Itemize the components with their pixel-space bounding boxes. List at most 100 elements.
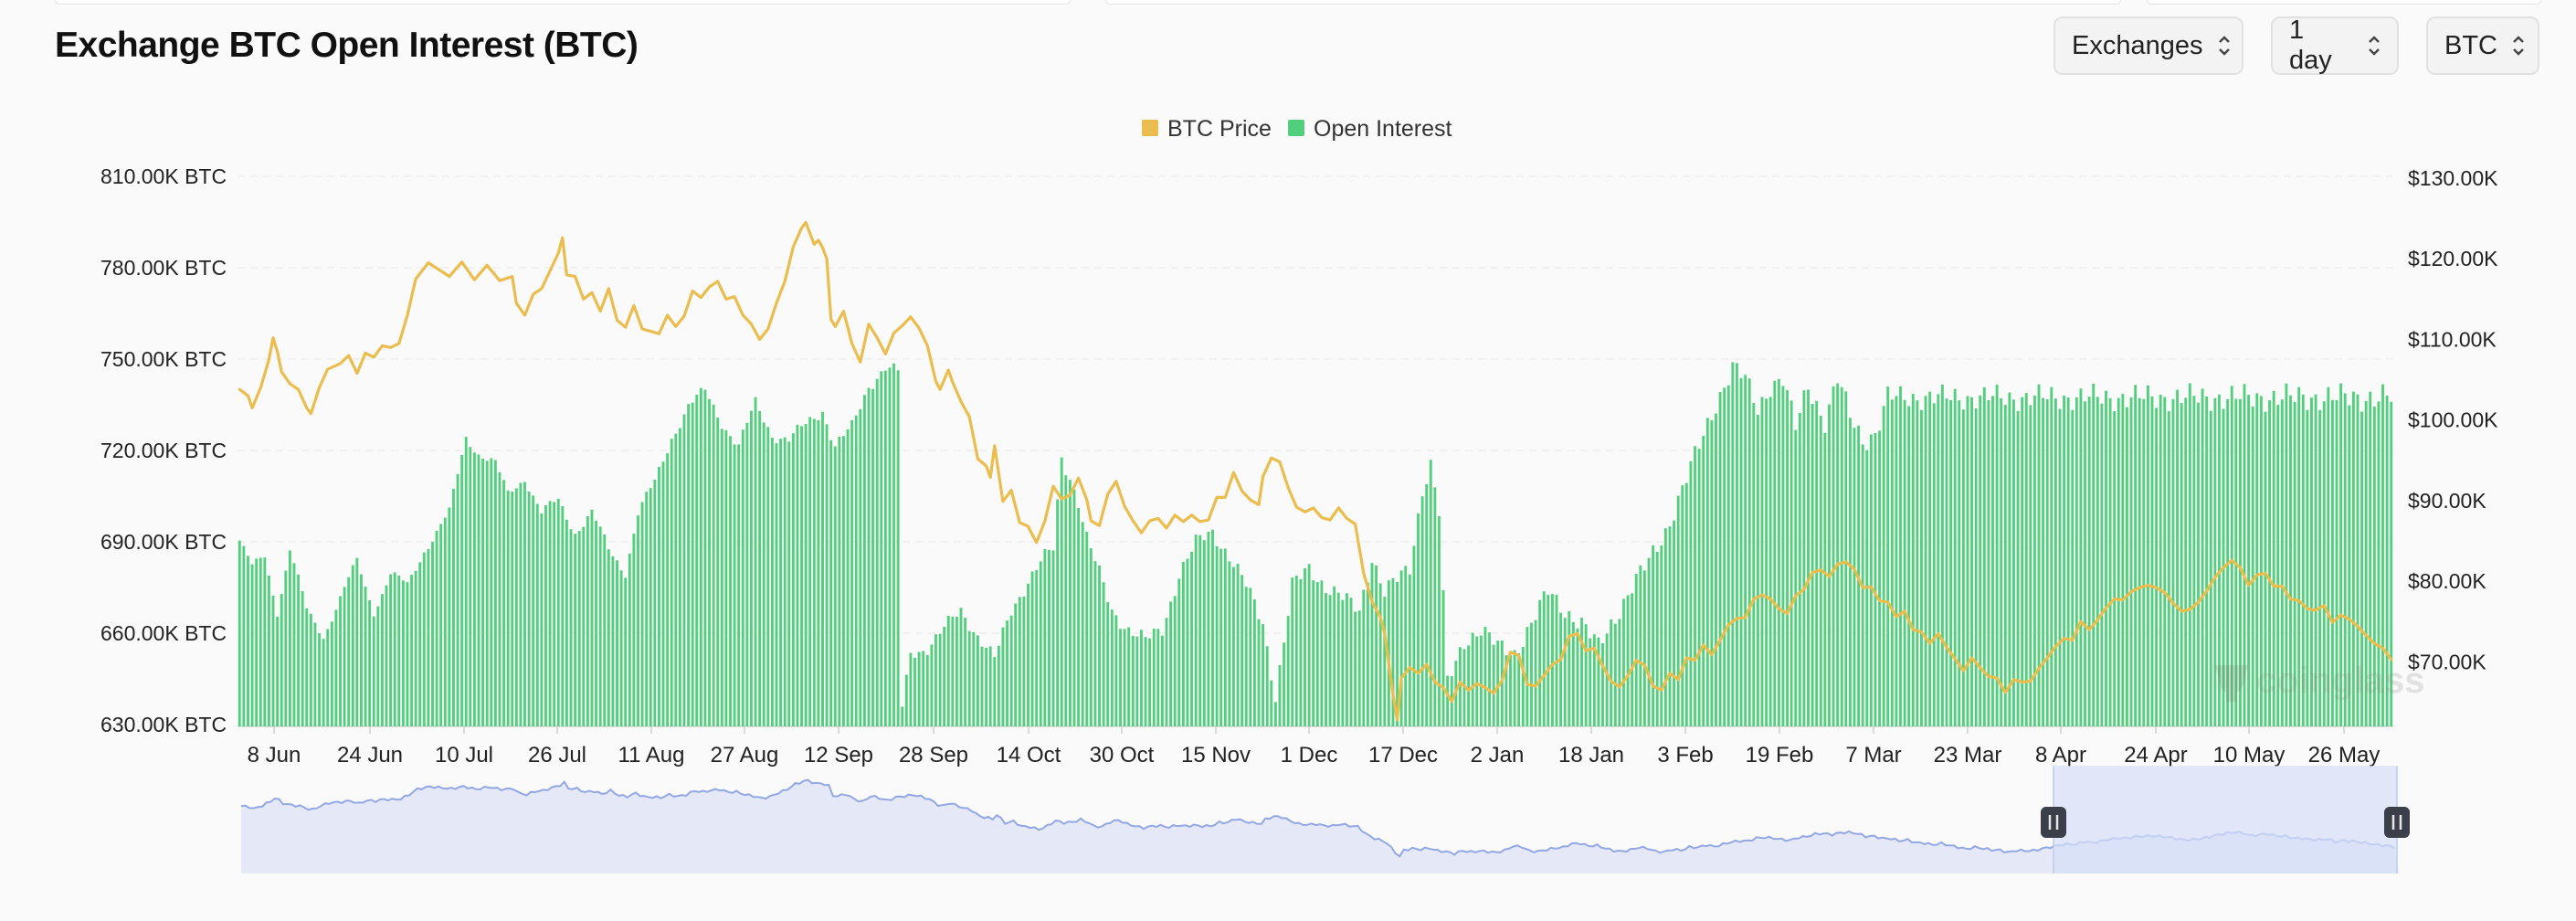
open-interest-bar: [976, 635, 979, 726]
x-tick-label: 10 May: [2213, 743, 2286, 768]
open-interest-bar: [943, 627, 946, 726]
open-interest-bar: [2385, 395, 2389, 726]
open-interest-bar: [1521, 647, 1525, 726]
open-interest-bar: [1715, 413, 1717, 726]
open-interest-bar: [2142, 398, 2146, 726]
open-interest-bar: [2314, 394, 2317, 726]
open-interest-bar: [775, 442, 778, 726]
open-interest-bar: [1718, 392, 1722, 726]
open-interest-bar: [1500, 640, 1504, 726]
open-interest-bar: [825, 424, 829, 726]
open-interest-bar: [1265, 646, 1269, 726]
open-interest-bar: [2243, 384, 2246, 726]
open-interest-bar: [2134, 385, 2138, 726]
open-interest-bar: [1294, 576, 1298, 726]
open-interest-bar: [2033, 395, 2036, 726]
open-interest-bar: [1378, 583, 1382, 726]
open-interest-bar: [1626, 595, 1630, 726]
open-interest-bar: [1399, 570, 1403, 726]
open-interest-bar: [829, 439, 833, 726]
open-interest-bar: [1219, 548, 1223, 726]
y-right-tick-label: $120.00K: [2408, 247, 2498, 270]
navigator-handle[interactable]: [2384, 807, 2410, 838]
open-interest-bar: [758, 410, 762, 726]
open-interest-bar: [2238, 398, 2242, 726]
x-tick-label: 19 Feb: [1746, 743, 1814, 768]
x-tick-label: 8 Apr: [2035, 743, 2086, 768]
open-interest-bar: [980, 646, 984, 726]
open-interest-bar: [561, 506, 565, 726]
open-interest-bar: [1966, 396, 1969, 726]
open-interest-bar: [1479, 635, 1483, 726]
open-interest-bar: [1840, 386, 1843, 726]
exchanges-select[interactable]: Exchanges: [2053, 16, 2243, 75]
x-tick-label: 12 Sep: [804, 743, 873, 768]
navigator-handle[interactable]: [2041, 807, 2066, 838]
open-interest-bar: [456, 473, 459, 726]
open-interest-bar: [268, 575, 270, 726]
interval-select[interactable]: 1 day: [2271, 16, 2399, 75]
open-interest-bar: [1974, 408, 1978, 726]
open-interest-bar: [389, 574, 393, 726]
open-interest-bar: [712, 404, 715, 726]
open-interest-bar: [988, 646, 992, 726]
legend[interactable]: BTC Price Open Interest: [1142, 116, 1452, 142]
open-interest-bar: [846, 429, 850, 726]
open-interest-bar: [2180, 403, 2183, 726]
open-interest-bar: [1811, 404, 1814, 726]
open-interest-bar: [1064, 475, 1068, 726]
open-interest-bar: [1916, 400, 1919, 726]
open-interest-bar: [1802, 390, 1806, 726]
unit-select[interactable]: BTC: [2426, 16, 2539, 75]
open-interest-bar: [678, 428, 681, 726]
open-interest-bar: [2105, 390, 2107, 726]
y-left-tick-label: 750.00K BTC: [100, 347, 227, 371]
open-interest-bar: [1786, 390, 1789, 726]
open-interest-bar: [485, 460, 489, 726]
open-interest-bar: [439, 524, 443, 726]
open-interest-bar: [532, 495, 535, 726]
open-interest-bar: [427, 548, 430, 726]
open-interest-bar: [1299, 578, 1303, 726]
open-interest-bar: [1412, 545, 1416, 726]
open-interest-bar: [967, 630, 971, 726]
open-interest-bar: [498, 471, 501, 726]
open-interest-bar: [1022, 596, 1026, 726]
open-interest-bar: [1815, 400, 1819, 726]
x-tick-label: 10 Jul: [435, 743, 493, 768]
open-interest-bar: [670, 439, 673, 726]
open-interest-bar: [1051, 550, 1055, 726]
open-interest-bar: [2335, 399, 2338, 726]
open-interest-bar: [1798, 412, 1801, 726]
open-interest-bar: [1441, 589, 1445, 726]
open-interest-bar: [506, 490, 510, 726]
open-interest-bar: [1420, 496, 1424, 726]
open-interest-bar: [1542, 591, 1546, 726]
open-interest-bar: [1655, 551, 1659, 726]
open-interest-bar: [1807, 389, 1810, 726]
y-left-tick-label: 630.00K BTC: [100, 713, 227, 736]
open-interest-bar: [1760, 397, 1764, 726]
navigator[interactable]: [240, 766, 2410, 873]
x-tick-label: 2 Jan: [1471, 743, 1525, 768]
open-interest-bar: [1794, 429, 1798, 726]
open-interest-bar: [2087, 397, 2091, 726]
legend-label-open-interest[interactable]: Open Interest: [1314, 116, 1452, 142]
open-interest-bar: [2121, 394, 2125, 726]
x-tick-label: 15 Nov: [1181, 743, 1251, 768]
open-interest-bar: [892, 363, 895, 726]
x-tick-label: 1 Dec: [1281, 743, 1338, 768]
open-interest-bar: [1249, 588, 1252, 726]
legend-label-btc-price[interactable]: BTC Price: [1167, 116, 1272, 142]
open-interest-bar: [1492, 644, 1495, 726]
open-interest-bar: [1349, 598, 1353, 726]
open-interest-bar: [1488, 632, 1491, 726]
x-tick-label: 26 Jul: [528, 743, 586, 768]
open-interest-bar: [1941, 384, 1944, 726]
open-interest-bar: [355, 557, 359, 726]
open-interest-bar: [850, 419, 854, 726]
open-interest-bar: [1194, 535, 1198, 726]
open-interest-bar: [2192, 396, 2196, 726]
open-interest-bar: [1744, 375, 1747, 726]
